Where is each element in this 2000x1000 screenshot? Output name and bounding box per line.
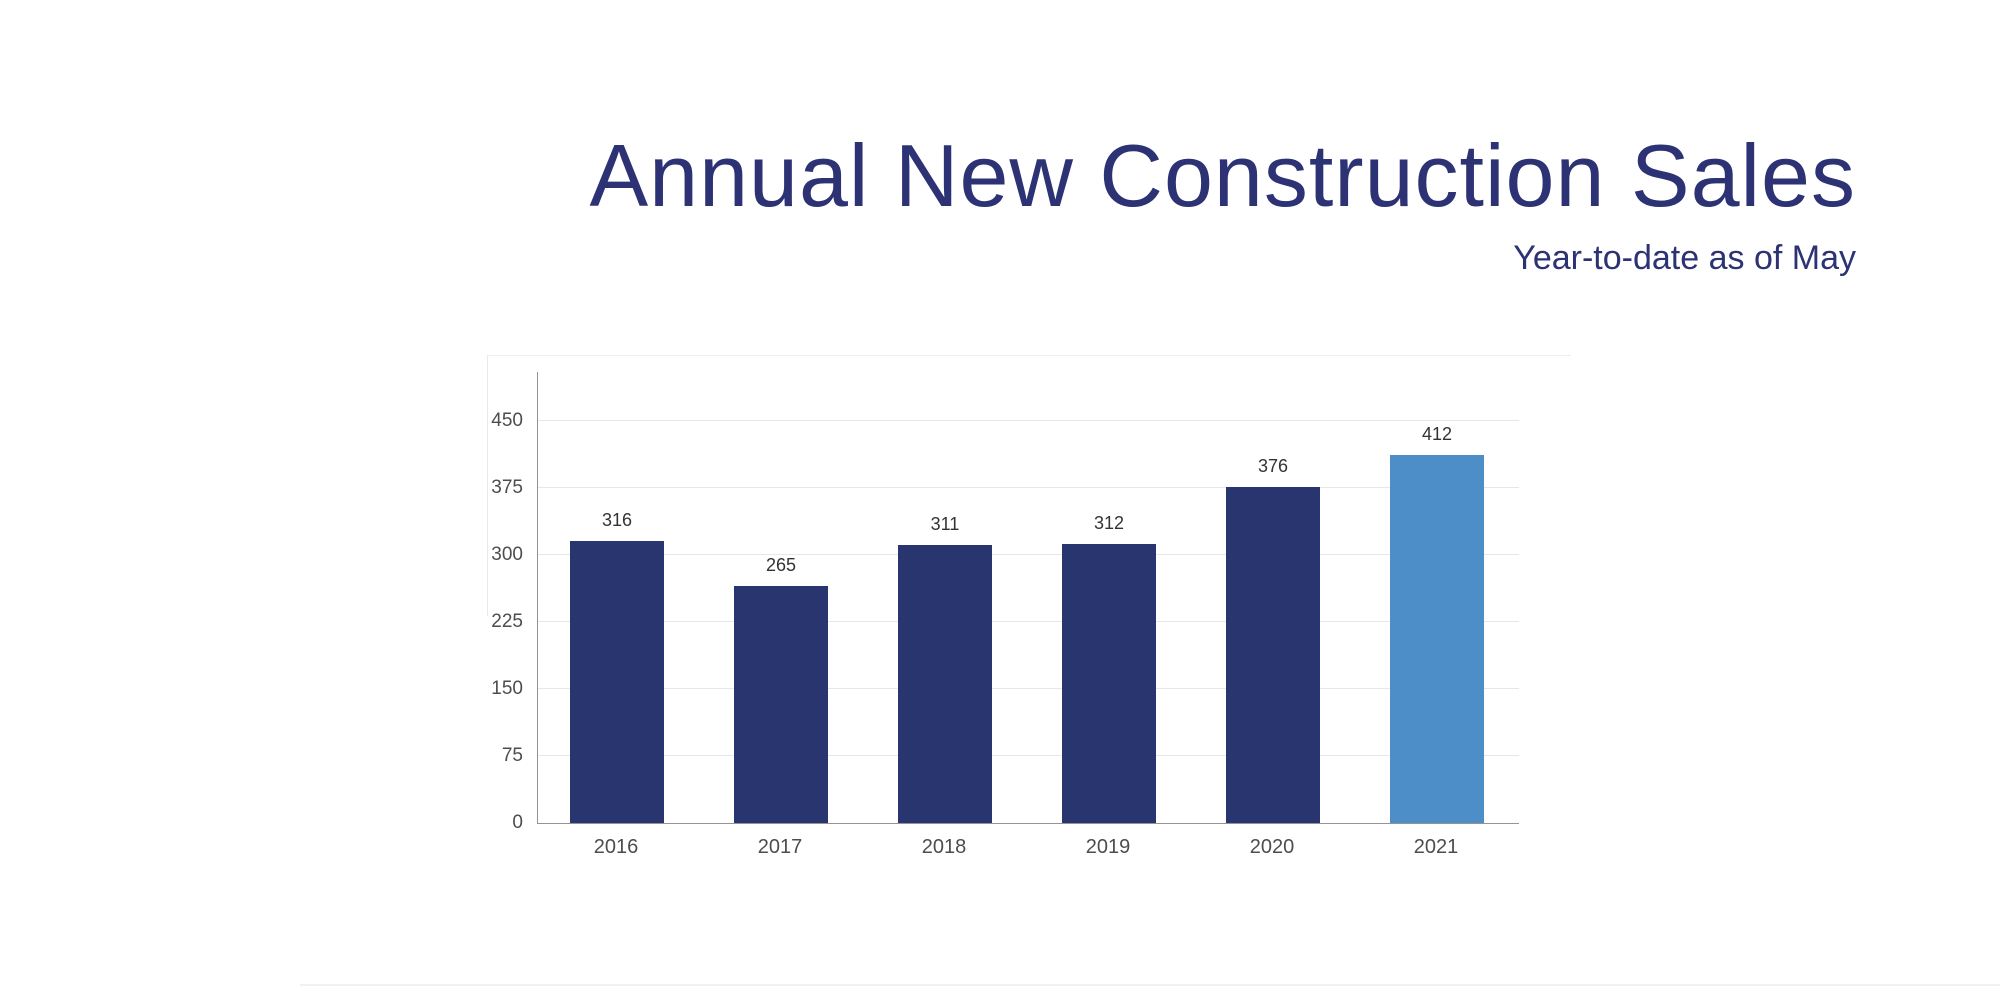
gridline bbox=[538, 688, 1519, 689]
gridline bbox=[538, 487, 1519, 488]
chart-panel-edge bbox=[487, 355, 1571, 616]
bar-2018 bbox=[898, 545, 992, 823]
bar-2019 bbox=[1062, 544, 1156, 823]
chart-title: Annual New Construction Sales bbox=[589, 126, 1856, 225]
x-tick-label: 2017 bbox=[757, 836, 803, 858]
bar-2016 bbox=[570, 540, 664, 823]
x-tick-label: 2021 bbox=[1413, 836, 1459, 858]
bar-value-label: 412 bbox=[1421, 423, 1453, 444]
x-tick-label: 2020 bbox=[1249, 836, 1295, 858]
bar-value-label: 316 bbox=[601, 509, 633, 530]
chart-plot-area: 316 265 311 312 376 412 bbox=[537, 372, 1519, 824]
gridline bbox=[538, 621, 1519, 622]
x-tick-label: 2019 bbox=[1085, 836, 1131, 858]
bar-value-label: 376 bbox=[1257, 456, 1289, 477]
gridline bbox=[538, 420, 1519, 421]
y-tick-label: 300 bbox=[491, 544, 523, 565]
y-tick-label: 150 bbox=[491, 678, 523, 699]
y-tick-label: 450 bbox=[491, 410, 523, 431]
bar-2021 bbox=[1390, 454, 1484, 823]
bar-value-label: 312 bbox=[1093, 513, 1125, 534]
bar-2017 bbox=[734, 586, 828, 823]
bar-value-label: 311 bbox=[930, 514, 960, 535]
chart-heading: Annual New Construction Sales Year-to-da… bbox=[589, 126, 1856, 277]
gridline bbox=[538, 755, 1519, 756]
x-tick-label: 2016 bbox=[593, 836, 639, 858]
y-tick-label: 225 bbox=[491, 611, 523, 632]
gridline bbox=[538, 554, 1519, 555]
y-tick-label: 0 bbox=[512, 812, 523, 833]
y-tick-label: 375 bbox=[491, 477, 523, 498]
bar-2020 bbox=[1226, 487, 1320, 823]
bar-value-label: 265 bbox=[765, 555, 797, 576]
y-tick-label: 75 bbox=[501, 745, 523, 766]
chart-subtitle: Year-to-date as of May bbox=[1513, 239, 1856, 277]
x-tick-label: 2018 bbox=[921, 836, 967, 858]
page-edge-line bbox=[300, 984, 2000, 986]
